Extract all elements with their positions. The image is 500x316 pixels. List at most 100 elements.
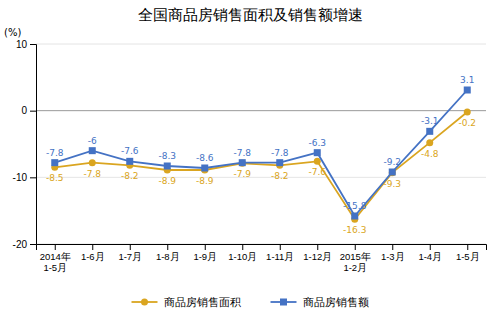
data-label: -16.3 bbox=[343, 225, 366, 235]
tick: 1-8月 bbox=[156, 244, 180, 262]
point bbox=[201, 165, 208, 172]
tick: 1-5月 bbox=[456, 244, 480, 262]
tick: 1-6月 bbox=[81, 244, 105, 262]
tick: -20 bbox=[13, 239, 36, 250]
point bbox=[464, 109, 471, 116]
point bbox=[351, 213, 358, 220]
tick-label-line: 1-2月 bbox=[343, 262, 367, 273]
point bbox=[89, 147, 96, 154]
tick-mark bbox=[205, 244, 206, 250]
data-label: -6.3 bbox=[308, 138, 326, 148]
tick-label: 0 bbox=[21, 105, 27, 116]
grid-line bbox=[36, 177, 486, 178]
grid-line bbox=[36, 110, 486, 111]
tick-mark bbox=[30, 44, 36, 45]
tick-label-line: 1-8月 bbox=[156, 251, 180, 262]
legend-label: 商品房销售额 bbox=[303, 296, 369, 309]
tick: -10 bbox=[13, 172, 36, 183]
tick-mark bbox=[242, 244, 243, 250]
y-label: (%) bbox=[4, 27, 21, 38]
point bbox=[51, 159, 58, 166]
tick: 2015年1-2月 bbox=[340, 244, 371, 273]
tick-mark bbox=[430, 244, 431, 250]
tick-mark bbox=[130, 244, 131, 250]
point bbox=[426, 139, 433, 146]
tick: 1-11月 bbox=[266, 244, 294, 262]
point bbox=[314, 149, 321, 156]
tick-label: 1-6月 bbox=[81, 251, 105, 262]
tick-label: 1-3月 bbox=[381, 251, 405, 262]
tick-label: 1-4月 bbox=[418, 251, 442, 262]
data-label: -8.3 bbox=[158, 151, 176, 161]
tick: 1-12月 bbox=[303, 244, 332, 262]
tick-label: 2015年1-2月 bbox=[340, 251, 371, 273]
tick: 1-7月 bbox=[118, 244, 142, 262]
tick-mark bbox=[280, 244, 281, 250]
tick-label: -20 bbox=[13, 239, 28, 250]
data-label: -15.8 bbox=[343, 201, 367, 211]
marks bbox=[51, 87, 471, 223]
x-axis: 2014年1-5月1-6月1-7月1-8月1-9月1-10月1-11月1-12月… bbox=[37, 244, 487, 273]
tick-label: 1-9月 bbox=[193, 251, 217, 262]
point bbox=[239, 159, 246, 166]
legend-item: 商品房销售额 bbox=[271, 296, 369, 309]
tick-label-line: 1-6月 bbox=[81, 251, 105, 262]
data-label: -7.8 bbox=[233, 148, 251, 158]
legend-label: 商品房销售面积 bbox=[164, 296, 241, 309]
y-axis: -20 -10 0 10 bbox=[13, 39, 37, 250]
point bbox=[314, 158, 321, 165]
tick-label-line: 1-11月 bbox=[266, 251, 294, 262]
tick-label: 1-7月 bbox=[118, 251, 142, 262]
tick-label: 1-5月 bbox=[456, 251, 480, 262]
tick: 1-9月 bbox=[193, 244, 217, 262]
tick-label: 10 bbox=[16, 39, 28, 50]
point bbox=[426, 128, 433, 135]
legend-marker bbox=[141, 299, 148, 306]
tick-label: 1-10月 bbox=[228, 251, 257, 262]
tick-label-line: 1-9月 bbox=[193, 251, 217, 262]
point bbox=[89, 159, 96, 166]
data-label: -8.9 bbox=[196, 176, 214, 186]
data-label: -7.8 bbox=[271, 148, 289, 158]
tick-label-line: 2014年 bbox=[40, 251, 71, 262]
data-labels: -8.5-7.8-8.2-8.9-8.9-7.9-8.2-7.6-16.3-9.… bbox=[46, 75, 476, 235]
tick-mark bbox=[355, 244, 356, 250]
tick: 2014年1-5月 bbox=[40, 244, 71, 273]
tick-label-line: 1-4月 bbox=[418, 251, 442, 262]
tick-mark bbox=[30, 177, 36, 178]
tick-label: -10 bbox=[13, 172, 28, 183]
legend-marker bbox=[280, 299, 287, 306]
data-label: -7.6 bbox=[308, 167, 326, 177]
data-label: -4.8 bbox=[421, 149, 439, 159]
tick-label-line: 1-7月 bbox=[118, 251, 142, 262]
axis-domain bbox=[30, 45, 37, 245]
tick-label-line: 1-12月 bbox=[303, 251, 332, 262]
tick-mark bbox=[467, 244, 468, 250]
point bbox=[276, 159, 283, 166]
tick-label-line: 1-5月 bbox=[456, 251, 480, 262]
tick-label-line: 2015年 bbox=[340, 251, 371, 262]
axis-domain bbox=[37, 245, 487, 251]
data-label: -7.8 bbox=[46, 148, 64, 158]
data-label: -8.9 bbox=[158, 176, 176, 186]
tick: 1-10月 bbox=[228, 244, 257, 262]
plot: -20-10010(%)2014年1-5月1-6月1-7月1-8月1-9月1-1… bbox=[4, 27, 487, 273]
tick-label: 2014年1-5月 bbox=[40, 251, 71, 273]
data-label: -7.8 bbox=[83, 169, 101, 179]
point bbox=[239, 160, 246, 167]
data-label: -8.2 bbox=[121, 171, 139, 181]
point bbox=[464, 87, 471, 94]
data-label: -7.9 bbox=[233, 169, 251, 179]
tick-mark bbox=[55, 244, 56, 250]
tick-label: 1-8月 bbox=[156, 251, 180, 262]
point bbox=[164, 163, 171, 170]
data-label: -8.5 bbox=[46, 173, 64, 183]
legend: 商品房销售面积 商品房销售额 bbox=[132, 296, 369, 309]
point bbox=[389, 169, 396, 176]
tick-label-line: 1-3月 bbox=[381, 251, 405, 262]
data-label: -9.3 bbox=[383, 179, 401, 189]
point bbox=[126, 158, 133, 165]
tick: 1-4月 bbox=[418, 244, 442, 262]
data-label: -7.6 bbox=[121, 146, 139, 156]
tick-mark bbox=[317, 244, 318, 250]
